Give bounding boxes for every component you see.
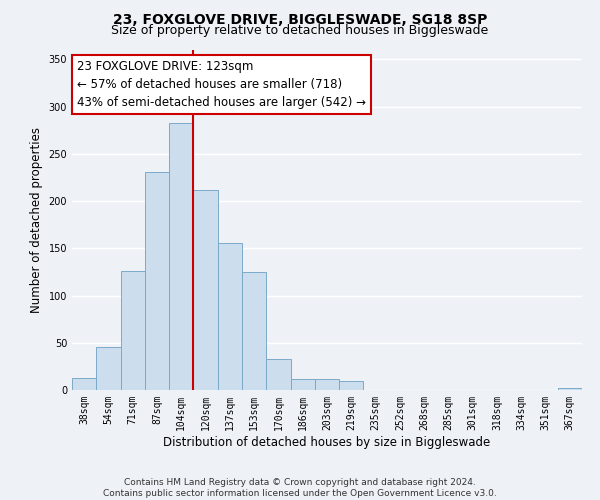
Bar [96,346,121,390]
Bar [339,380,364,390]
Bar [145,172,169,390]
Bar [218,242,242,390]
Bar [193,190,218,390]
Bar [72,378,96,390]
Text: 23 FOXGLOVE DRIVE: 123sqm
← 57% of detached houses are smaller (718)
43% of semi: 23 FOXGLOVE DRIVE: 123sqm ← 57% of detac… [77,60,366,109]
Bar [121,271,145,390]
Text: Size of property relative to detached houses in Biggleswade: Size of property relative to detached ho… [112,24,488,37]
Y-axis label: Number of detached properties: Number of detached properties [30,127,43,313]
Bar [290,378,315,390]
Bar [558,388,582,390]
Bar [169,122,193,390]
Bar [315,378,339,390]
Bar [266,359,290,390]
X-axis label: Distribution of detached houses by size in Biggleswade: Distribution of detached houses by size … [163,436,491,448]
Text: 23, FOXGLOVE DRIVE, BIGGLESWADE, SG18 8SP: 23, FOXGLOVE DRIVE, BIGGLESWADE, SG18 8S… [113,12,487,26]
Bar [242,272,266,390]
Text: Contains HM Land Registry data © Crown copyright and database right 2024.
Contai: Contains HM Land Registry data © Crown c… [103,478,497,498]
